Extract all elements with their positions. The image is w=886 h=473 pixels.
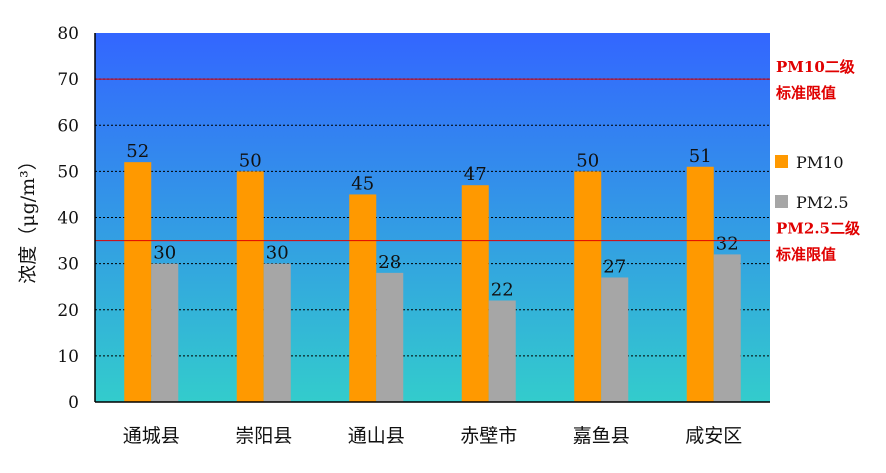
data-label: 27	[603, 256, 626, 277]
legend: PM10 PM2.5	[775, 153, 849, 212]
y-tick-label: 40	[57, 209, 79, 229]
legend-label: PM2.5	[796, 193, 849, 212]
y-tick-label: 30	[57, 255, 79, 275]
legend-swatch	[775, 195, 788, 208]
reference-label: 标准限值	[775, 84, 836, 102]
legend-label: PM10	[796, 153, 844, 172]
data-label: 32	[716, 233, 739, 254]
data-label: 50	[576, 150, 599, 171]
bar-pm25	[263, 263, 291, 402]
data-label: 50	[239, 150, 262, 171]
reference-label: PM2.5二级	[776, 220, 861, 238]
legend-swatch	[775, 155, 788, 168]
x-tick-label: 赤壁市	[460, 425, 517, 447]
bars: 52 30 50 30 45 28 47 22 50 27 51 32	[124, 141, 741, 402]
data-label: 52	[126, 141, 149, 162]
x-tick-label: 嘉鱼县	[573, 425, 630, 447]
data-label: 45	[351, 173, 374, 194]
gridlines	[95, 78, 770, 357]
y-tick-label: 80	[57, 24, 79, 44]
bar-pm10	[574, 171, 602, 402]
x-tick-label: 崇阳县	[235, 425, 292, 447]
bar-pm10	[686, 166, 714, 402]
bar-pm10	[236, 171, 264, 402]
data-label: 47	[464, 164, 487, 185]
data-label: 28	[378, 252, 401, 273]
bar-pm25	[713, 254, 741, 402]
y-tick-label: 0	[68, 393, 79, 413]
y-axis-label: 浓度（μg/m³）	[17, 151, 39, 284]
x-tick-label: 通城县	[123, 425, 180, 447]
y-tick-label: 60	[57, 116, 79, 136]
bar-pm10	[124, 162, 152, 402]
x-tick-label: 通山县	[348, 425, 405, 447]
data-label: 30	[153, 243, 176, 264]
x-tick-label: 咸安区	[685, 425, 742, 447]
data-label: 51	[689, 146, 712, 167]
bar-pm25	[488, 300, 516, 402]
y-tick-label: 50	[57, 162, 79, 182]
bar-pm25	[601, 277, 629, 402]
y-tick-label: 10	[57, 347, 79, 367]
y-tick-label: 20	[57, 301, 79, 321]
data-label: 22	[491, 280, 514, 301]
reference-label: 标准限值	[775, 246, 836, 264]
bar-pm10	[461, 185, 489, 402]
axes: 0 10 20 30 40 50 60 70 80 通城县 崇阳县 通山县 赤壁市 嘉鱼县 咸安区	[57, 24, 770, 447]
reference-label: PM10二级	[776, 58, 856, 76]
data-label: 30	[266, 243, 289, 264]
bar-pm25	[376, 272, 404, 402]
bar-pm25	[151, 263, 179, 402]
bar-pm10	[349, 194, 377, 402]
y-tick-label: 70	[57, 70, 79, 90]
